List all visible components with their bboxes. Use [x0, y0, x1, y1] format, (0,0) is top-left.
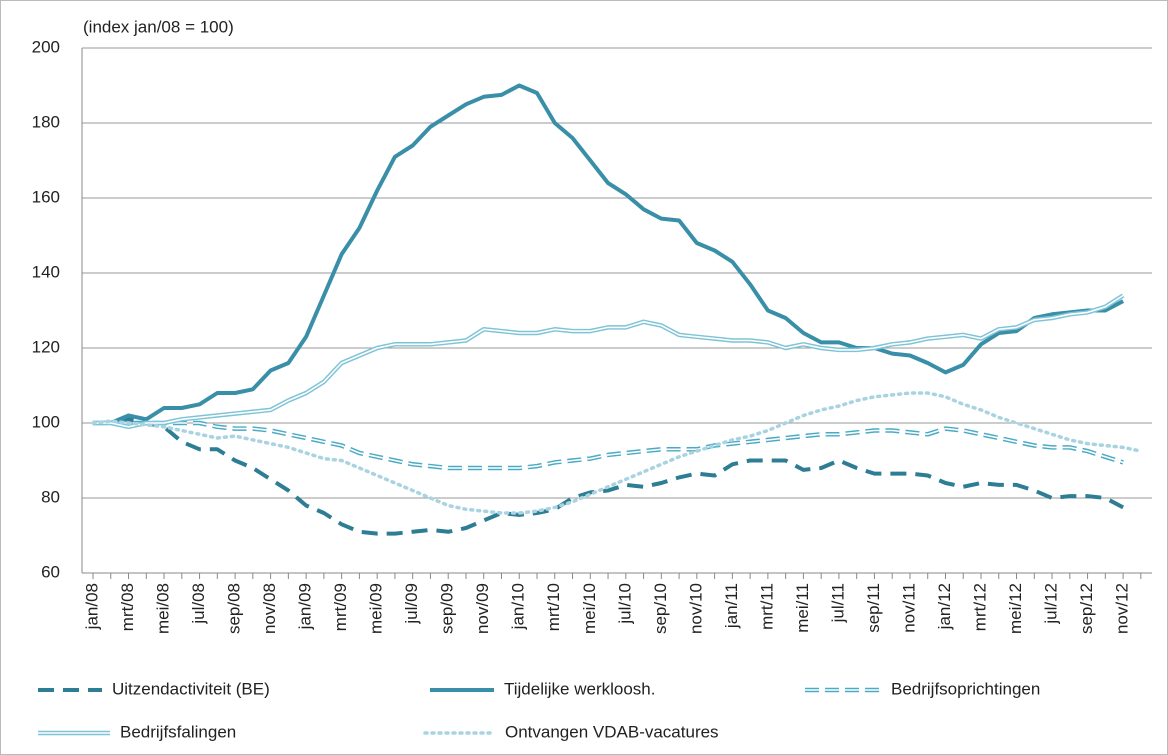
x-tick-label: mei/10	[580, 583, 599, 634]
x-tick-label: mei/08	[154, 583, 173, 634]
y-tick-label: 60	[41, 562, 60, 581]
x-tick-label: sep/09	[438, 583, 457, 634]
y-tick-label: 100	[32, 412, 60, 431]
x-tick-label: mrt/11	[757, 583, 776, 630]
x-tick-label: jan/08	[82, 583, 101, 630]
chart-title: (index jan/08 = 100)	[83, 17, 234, 36]
series-line	[93, 417, 1125, 536]
x-tick-label: jul/08	[189, 583, 208, 625]
y-tick-label: 140	[32, 262, 60, 281]
y-tick-label: 120	[32, 337, 60, 356]
x-tick-label: mrt/10	[544, 583, 563, 631]
x-tick-label: sep/12	[1077, 583, 1096, 634]
legend-label: Ontvangen VDAB-vacatures	[505, 722, 719, 741]
x-tick-label: sep/08	[225, 583, 244, 634]
x-tick-label: sep/10	[651, 583, 670, 634]
series-line	[91, 391, 1143, 515]
legend-label: Bedrijfsoprichtingen	[891, 679, 1040, 698]
x-tick-label: mei/09	[367, 583, 386, 634]
y-tick-label: 160	[32, 187, 60, 206]
legend-label: Tijdelijke werkloosh.	[504, 679, 655, 698]
x-tick-label: mrt/12	[970, 583, 989, 631]
x-tick-label: jul/09	[402, 583, 421, 625]
x-tick-label: jan/10	[509, 583, 528, 630]
x-tick-label: nov/10	[686, 583, 705, 634]
series-line-inner	[93, 422, 1124, 469]
x-tick-label: jul/10	[615, 583, 634, 625]
legend-label: Bedrijfsfalingen	[120, 722, 236, 741]
series-line-inner	[93, 294, 1124, 428]
x-tick-label: jan/11	[722, 583, 741, 629]
x-tick-label: nov/12	[1113, 583, 1132, 634]
x-tick-label: nov/09	[473, 583, 492, 634]
y-tick-label: 180	[32, 112, 60, 131]
x-tick-label: jan/12	[935, 583, 954, 630]
x-tick-label: jan/09	[296, 583, 315, 630]
x-tick-label: nov/08	[260, 583, 279, 634]
series-line	[93, 83, 1125, 425]
x-tick-label: mrt/08	[118, 583, 137, 631]
y-tick-label: 200	[32, 37, 60, 56]
legend-label: Uitzendactiviteit (BE)	[112, 679, 270, 698]
x-tick-label: mei/12	[1006, 583, 1025, 634]
x-tick-label: jul/12	[1042, 583, 1061, 625]
x-tick-label: mrt/09	[331, 583, 350, 631]
x-tick-label: sep/11	[864, 583, 883, 633]
y-tick-label: 80	[41, 487, 60, 506]
x-tick-label: nov/11	[899, 583, 918, 633]
x-tick-label: jul/11	[828, 583, 847, 623]
x-tick-label: mei/11	[793, 583, 812, 633]
